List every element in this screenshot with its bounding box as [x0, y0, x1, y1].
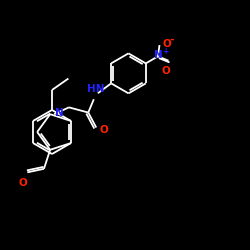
- Text: O: O: [162, 39, 171, 49]
- Text: N: N: [154, 50, 162, 60]
- Text: N: N: [55, 108, 64, 118]
- Text: O: O: [161, 66, 170, 76]
- Text: O: O: [99, 124, 108, 134]
- Text: O: O: [18, 178, 27, 188]
- Text: HN: HN: [87, 84, 104, 94]
- Text: +: +: [162, 47, 168, 56]
- Text: -: -: [170, 35, 174, 45]
